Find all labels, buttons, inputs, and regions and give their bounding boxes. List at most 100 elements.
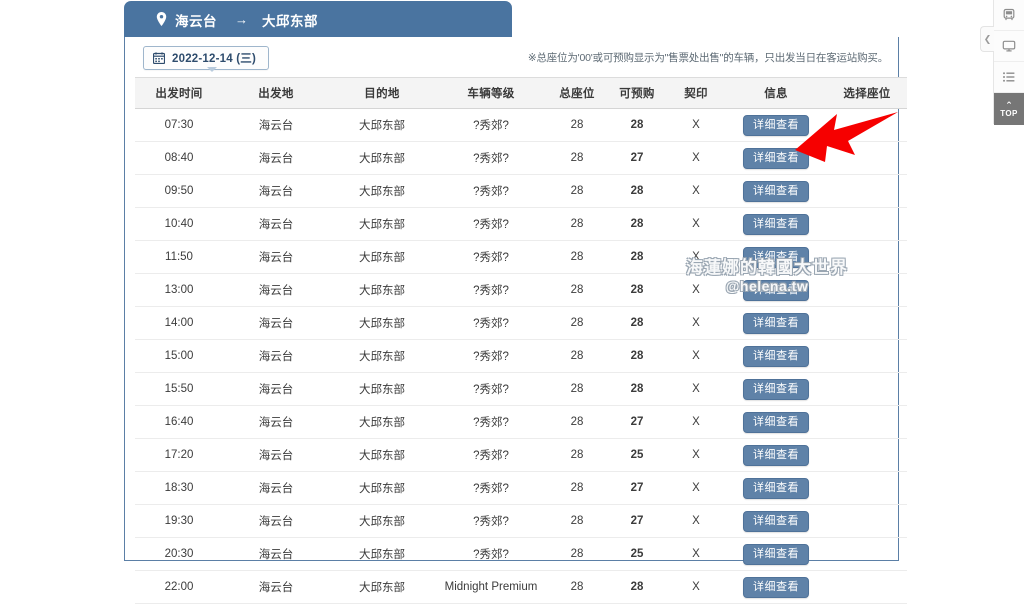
- cell-origin: 海云台: [223, 570, 329, 604]
- monitor-icon-button[interactable]: [994, 31, 1024, 62]
- cell-seal: X: [667, 471, 725, 505]
- list-icon-button[interactable]: [994, 62, 1024, 93]
- detail-view-button[interactable]: 详细查看: [743, 378, 809, 400]
- cell-departure-time: 10:40: [135, 207, 223, 241]
- cell-seal: X: [667, 504, 725, 538]
- date-selector-caret-icon: [207, 67, 217, 72]
- cell-info: 详细查看: [725, 471, 827, 505]
- cell-info: 详细查看: [725, 372, 827, 406]
- cell-seal: X: [667, 537, 725, 571]
- cell-destination: 大邱东部: [329, 405, 435, 439]
- cell-vehicle-grade: ?秀郊?: [435, 537, 547, 571]
- cell-available-seats: 27: [607, 405, 667, 439]
- cell-vehicle-grade: ?秀郊?: [435, 438, 547, 472]
- cell-departure-time: 13:00: [135, 273, 223, 307]
- scroll-to-top-button[interactable]: ⌃ TOP: [994, 93, 1024, 125]
- cell-origin: 海云台: [223, 339, 329, 373]
- rail-collapse-button[interactable]: ❮: [980, 26, 994, 52]
- date-selector-button[interactable]: 2022-12-14 (三): [143, 46, 269, 70]
- location-pin-icon: [156, 11, 167, 26]
- cell-vehicle-grade: ?秀郊?: [435, 108, 547, 142]
- detail-view-button[interactable]: 详细查看: [743, 477, 809, 499]
- detail-view-button[interactable]: 详细查看: [743, 213, 809, 235]
- cell-departure-time: 20:30: [135, 537, 223, 571]
- cell-select-seat: [827, 273, 907, 307]
- table-row: 09:50 海云台 大邱东部 ?秀郊? 28 28 X 详细查看: [135, 174, 907, 208]
- cell-origin: 海云台: [223, 174, 329, 208]
- route-tab[interactable]: 海云台 → 大邱东部: [124, 1, 512, 38]
- table-row: 18:30 海云台 大邱东部 ?秀郊? 28 27 X 详细查看: [135, 471, 907, 505]
- cell-available-seats: 28: [607, 570, 667, 604]
- cell-info: 详细查看: [725, 405, 827, 439]
- schedule-panel: 海云台 → 大邱东部: [124, 0, 907, 604]
- date-row: 2022-12-14 (三) ※总座位为'00'或可预购显示为"售票处出售"的车…: [125, 37, 898, 77]
- cell-vehicle-grade: ?秀郊?: [435, 504, 547, 538]
- cell-total-seats: 28: [547, 174, 607, 208]
- cell-info: 详细查看: [725, 273, 827, 307]
- cell-destination: 大邱东部: [329, 174, 435, 208]
- detail-view-button[interactable]: 详细查看: [743, 411, 809, 433]
- side-rail: ⌃ TOP: [993, 0, 1024, 125]
- detail-view-button[interactable]: 详细查看: [743, 345, 809, 367]
- cell-vehicle-grade: ?秀郊?: [435, 471, 547, 505]
- cell-vehicle-grade: ?秀郊?: [435, 306, 547, 340]
- detail-view-button[interactable]: 详细查看: [743, 180, 809, 202]
- table-row: 13:00 海云台 大邱东部 ?秀郊? 28 28 X 详细查看: [135, 273, 907, 307]
- route-destination: 大邱东部: [262, 13, 318, 29]
- cell-origin: 海云台: [223, 273, 329, 307]
- chevron-up-icon: ⌃: [1005, 99, 1013, 110]
- cell-seal: X: [667, 438, 725, 472]
- detail-view-button[interactable]: 详细查看: [743, 444, 809, 466]
- bus-icon: [1002, 8, 1016, 22]
- cell-available-seats: 28: [607, 174, 667, 208]
- detail-view-button[interactable]: 详细查看: [743, 147, 809, 169]
- cell-destination: 大邱东部: [329, 471, 435, 505]
- cell-available-seats: 25: [607, 438, 667, 472]
- detail-view-button[interactable]: 详细查看: [743, 576, 809, 598]
- detail-view-button[interactable]: 详细查看: [743, 510, 809, 532]
- cell-origin: 海云台: [223, 471, 329, 505]
- cell-vehicle-grade: Midnight Premium: [435, 570, 547, 604]
- cell-info: 详细查看: [725, 438, 827, 472]
- cell-seal: X: [667, 174, 725, 208]
- cell-info: 详细查看: [725, 339, 827, 373]
- cell-vehicle-grade: ?秀郊?: [435, 174, 547, 208]
- table-body: 07:30 海云台 大邱东部 ?秀郊? 28 28 X 详细查看 08:40 海云台 大邱东部 ?秀郊…: [135, 108, 907, 604]
- cell-info: 详细查看: [725, 174, 827, 208]
- detail-view-button[interactable]: 详细查看: [743, 114, 809, 136]
- list-icon: [1002, 70, 1016, 84]
- col-header-total-seats: 总座位: [547, 77, 607, 109]
- cell-select-seat: [827, 570, 907, 604]
- cell-departure-time: 14:00: [135, 306, 223, 340]
- cell-available-seats: 28: [607, 207, 667, 241]
- cell-departure-time: 22:00: [135, 570, 223, 604]
- cell-departure-time: 07:30: [135, 108, 223, 142]
- detail-view-button[interactable]: 详细查看: [743, 279, 809, 301]
- col-header-info: 信息: [725, 77, 827, 109]
- purchase-notice: ※总座位为'00'或可预购显示为"售票处出售"的车辆，只出发当日在客运站购买。: [527, 52, 888, 64]
- cell-info: 详细查看: [725, 141, 827, 175]
- cell-total-seats: 28: [547, 537, 607, 571]
- cell-origin: 海云台: [223, 372, 329, 406]
- cell-info: 详细查看: [725, 108, 827, 142]
- bus-icon-button[interactable]: [994, 0, 1024, 31]
- table-header-row: 出发时间 出发地 目的地 车辆等级 总座位 可预购 契印 信息 选择座位: [135, 77, 907, 109]
- cell-seal: X: [667, 339, 725, 373]
- schedule-card: 2022-12-14 (三) ※总座位为'00'或可预购显示为"售票处出售"的车…: [124, 37, 907, 604]
- col-header-destination: 目的地: [329, 77, 435, 109]
- table-row: 16:40 海云台 大邱东部 ?秀郊? 28 27 X 详细查看: [135, 405, 907, 439]
- cell-destination: 大邱东部: [329, 273, 435, 307]
- cell-available-seats: 28: [607, 339, 667, 373]
- detail-view-button[interactable]: 详细查看: [743, 312, 809, 334]
- detail-view-button[interactable]: 详细查看: [743, 543, 809, 565]
- table-row: 10:40 海云台 大邱东部 ?秀郊? 28 28 X 详细查看: [135, 207, 907, 241]
- cell-select-seat: [827, 405, 907, 439]
- cell-destination: 大邱东部: [329, 570, 435, 604]
- cell-departure-time: 19:30: [135, 504, 223, 538]
- cell-select-seat: [827, 141, 907, 175]
- cell-seal: X: [667, 570, 725, 604]
- detail-view-button[interactable]: 详细查看: [743, 246, 809, 268]
- cell-destination: 大邱东部: [329, 207, 435, 241]
- cell-departure-time: 17:20: [135, 438, 223, 472]
- cell-departure-time: 15:00: [135, 339, 223, 373]
